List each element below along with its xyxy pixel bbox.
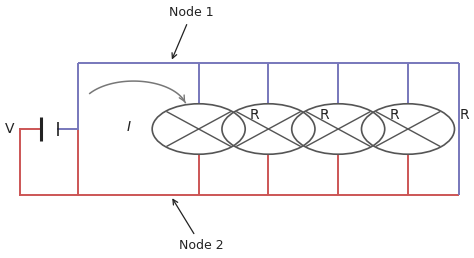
Text: R: R [459,108,469,122]
Text: R: R [389,108,399,122]
Text: Node 2: Node 2 [173,199,223,252]
Text: R: R [319,108,329,122]
Text: Node 1: Node 1 [169,6,214,58]
Text: R: R [250,108,259,122]
Text: V: V [5,122,14,136]
Text: I: I [127,120,131,134]
